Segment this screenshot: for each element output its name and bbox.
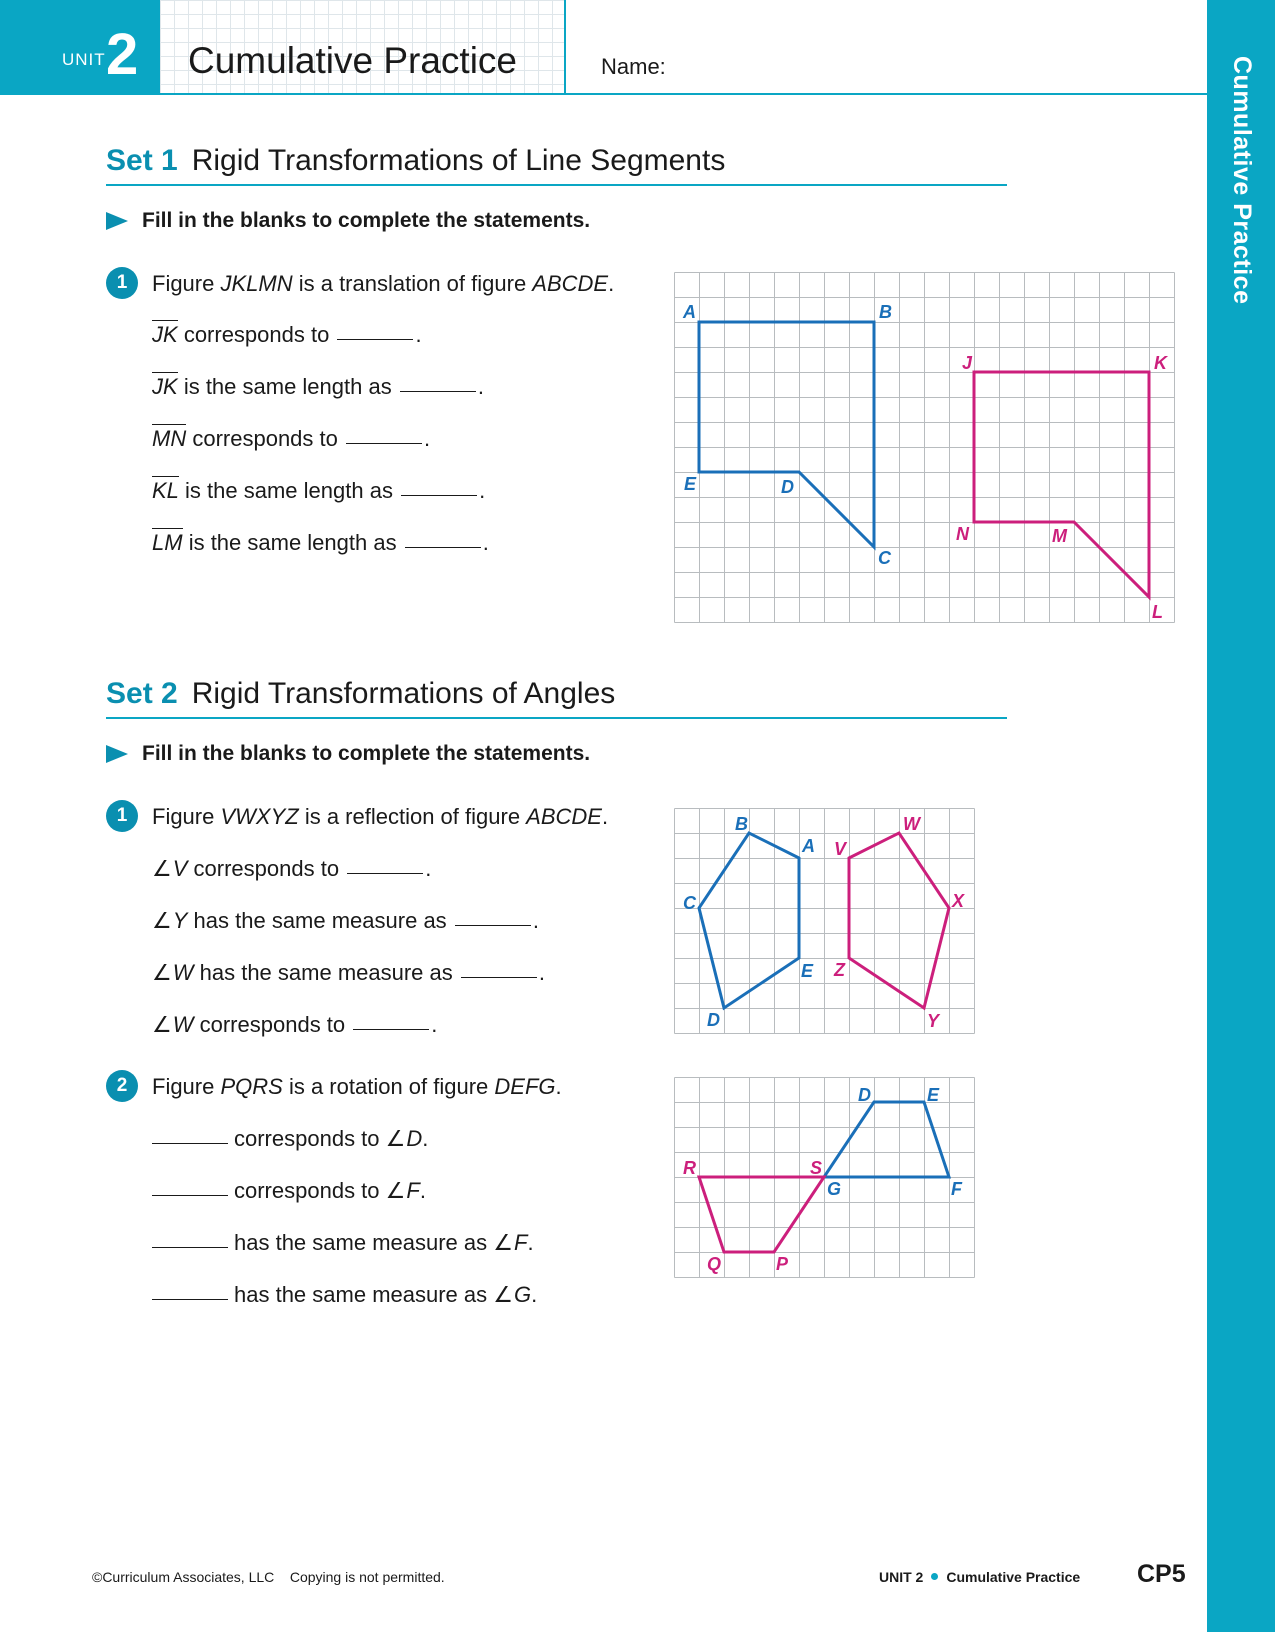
label-x: X: [951, 891, 965, 911]
set2-q2-statement-1: corresponds to ∠D.: [152, 1126, 428, 1152]
footer-section: UNIT 2 Cumulative Practice: [879, 1569, 1081, 1585]
answer-blank[interactable]: [454, 924, 531, 926]
answer-blank[interactable]: [460, 976, 537, 978]
label-d: D: [858, 1085, 871, 1105]
side-tab-label: Cumulative Practice: [1228, 56, 1256, 305]
set2-label: Set 2: [106, 677, 178, 710]
label-f: F: [951, 1179, 963, 1199]
set2-q1-statement-4: ∠W corresponds to .: [152, 1012, 438, 1037]
label-v: V: [834, 839, 848, 859]
label-w: W: [903, 814, 922, 834]
label-e: E: [684, 474, 697, 494]
set1-label: Set 1: [106, 144, 178, 177]
set1-title: Rigid Transformations of Line Segments: [191, 144, 726, 177]
arrow-right-icon: [106, 212, 128, 230]
answer-blank[interactable]: [152, 1142, 228, 1144]
figure-jklmn: [972, 370, 1151, 601]
name-label: Name:: [601, 54, 666, 79]
answer-blank[interactable]: [399, 390, 476, 392]
arrow-right-icon: [106, 745, 128, 763]
set1-statement-3: MN corresponds to .: [152, 424, 431, 451]
unit-badge: [0, 0, 160, 94]
label-a: A: [801, 836, 815, 856]
set1-q1-prompt: Figure JKLMN is a translation of figure …: [152, 271, 615, 296]
reflection-diagram: A B C D E V W X Y Z: [674, 808, 975, 1034]
label-d: D: [707, 1010, 720, 1030]
grid: [674, 808, 975, 1034]
figure-defg: [821, 1100, 952, 1179]
page-number: CP5: [1137, 1560, 1186, 1588]
label-e: E: [927, 1085, 940, 1105]
label-b: B: [879, 302, 892, 322]
set2-heading: Set 2 Rigid Transformations of Angles: [106, 677, 615, 711]
label-q: Q: [707, 1254, 721, 1274]
bullet-icon: [931, 1573, 939, 1580]
answer-blank[interactable]: [152, 1298, 228, 1300]
figure-vwxyz-pentagon: [847, 831, 951, 1011]
answer-blank[interactable]: [347, 872, 424, 874]
question-number-badge: 1: [106, 267, 138, 299]
header-rule: [0, 93, 1207, 95]
figure-pqrs: [696, 1175, 827, 1254]
label-c: C: [878, 548, 892, 568]
label-m: M: [1052, 526, 1068, 546]
figure-abcde-pentagon: [697, 831, 801, 1011]
label-c: C: [683, 893, 697, 913]
set2-q1-statement-2: ∠Y has the same measure as .: [152, 908, 539, 933]
answer-blank[interactable]: [337, 338, 414, 340]
rotation-diagram: D E F G P Q R S: [674, 1077, 975, 1278]
grid: [674, 272, 1175, 623]
label-n: N: [956, 524, 970, 544]
set2-q2-statement-3: has the same measure as ∠F.: [152, 1230, 534, 1256]
answer-blank[interactable]: [353, 1028, 430, 1030]
page-title: Cumulative Practice: [188, 40, 518, 81]
question-number-badge: 2: [106, 1070, 138, 1102]
set2-q2-statement-2: corresponds to ∠F.: [152, 1178, 426, 1204]
set2-instruction: Fill in the blanks to complete the state…: [106, 742, 590, 766]
answer-blank[interactable]: [401, 494, 478, 496]
set2-q2-prompt: Figure PQRS is a rotation of figure DEFG…: [152, 1074, 562, 1099]
label-l: L: [1152, 602, 1163, 622]
figure-abcde: [697, 320, 876, 551]
footer-copyright: ©Curriculum Associates, LLC Copying is n…: [92, 1569, 445, 1585]
label-k: K: [1154, 353, 1169, 373]
label-r: R: [683, 1158, 696, 1178]
answer-blank[interactable]: [404, 546, 481, 548]
set1-instruction: Fill in the blanks to complete the state…: [106, 209, 590, 233]
answer-blank[interactable]: [152, 1194, 228, 1196]
translation-diagram: A B C D E J K L M N: [674, 272, 1175, 623]
label-b: B: [735, 814, 748, 834]
set1-statement-1: JK corresponds to .: [152, 320, 422, 347]
label-s: S: [810, 1158, 822, 1178]
set1-instruction-text: Fill in the blanks to complete the state…: [142, 209, 591, 232]
label-a: A: [682, 302, 696, 322]
set1-statement-4: KL is the same length as .: [152, 476, 486, 503]
answer-blank[interactable]: [346, 442, 422, 444]
set2-q1-statement-3: ∠W has the same measure as .: [152, 960, 546, 985]
unit-word: UNIT: [62, 50, 106, 69]
answer-blank[interactable]: [152, 1246, 228, 1248]
label-e: E: [801, 961, 814, 981]
set1-statement-2: JK is the same length as .: [152, 372, 484, 399]
set1-heading: Set 1 Rigid Transformations of Line Segme…: [106, 144, 725, 178]
label-y: Y: [927, 1011, 941, 1031]
set2-q1-statement-1: ∠V corresponds to .: [152, 856, 432, 881]
set2-title: Rigid Transformations of Angles: [191, 677, 616, 710]
label-d: D: [781, 477, 794, 497]
set2-rule: [106, 717, 1007, 719]
label-j: J: [962, 353, 973, 373]
set1-statement-5: LM is the same length as .: [152, 528, 489, 555]
label-z: Z: [833, 960, 846, 980]
label-p: P: [776, 1254, 789, 1274]
set2-q1-prompt: Figure VWXYZ is a reflection of figure A…: [152, 804, 609, 829]
side-tab: [1207, 0, 1275, 1632]
question-number-badge: 1: [106, 800, 138, 832]
title-grid-panel: [160, 0, 566, 94]
label-g: G: [827, 1179, 841, 1199]
set2-instruction-text: Fill in the blanks to complete the state…: [142, 742, 591, 765]
set2-q2-statement-4: has the same measure as ∠G.: [152, 1282, 537, 1308]
unit-number: 2: [106, 22, 139, 87]
set1-rule: [106, 184, 1007, 186]
